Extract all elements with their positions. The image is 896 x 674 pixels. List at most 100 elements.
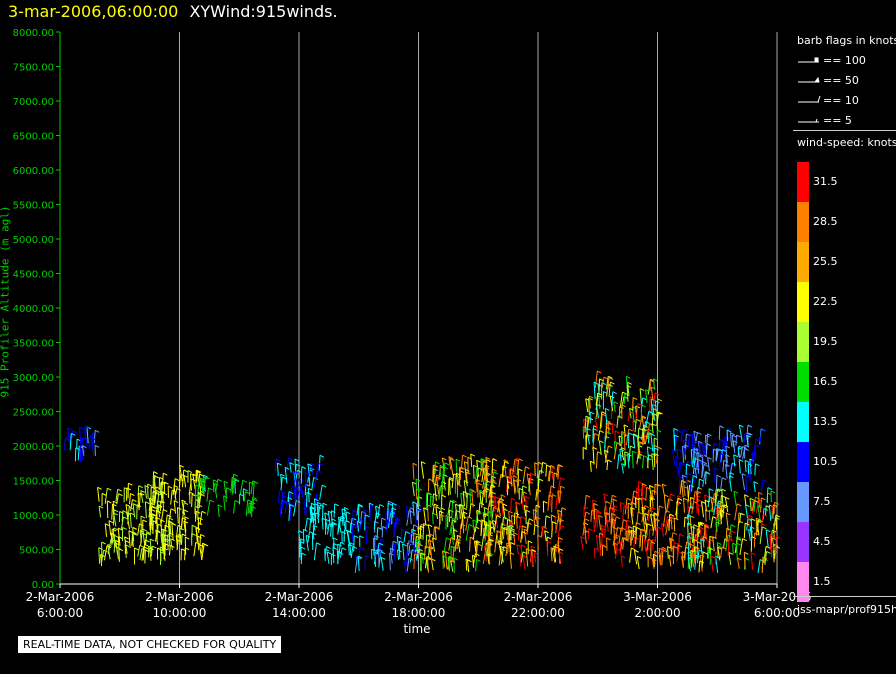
barb-flag [197,504,203,508]
wind-barb [652,378,658,390]
wind-barb [594,416,600,433]
wind-barb [656,411,663,426]
wind-barb [605,375,613,390]
barb-flag [436,474,441,478]
barb-flag [117,527,123,531]
wind-barb [170,538,175,551]
wind-barb [461,454,467,468]
barb-flag [516,478,522,482]
barb-staff [491,520,495,533]
wind-barb [176,507,182,524]
wind-barb [606,537,611,551]
barb-staff [725,446,728,464]
wind-barb [661,549,668,566]
barb-staff [522,466,526,484]
barb-staff [309,507,313,523]
barb-flag [331,518,336,522]
barb-flag [717,545,722,548]
barb-flag [647,523,652,527]
barb-flag [741,473,747,477]
barb-flag [686,463,691,467]
barb-staff [587,528,590,540]
barb-staff [621,463,624,474]
barb-staff [471,490,474,508]
barb-staff [170,490,173,505]
barb-staff [700,501,705,518]
barb-staff [326,551,330,564]
barb-flag [643,455,648,459]
barb-staff [606,459,609,471]
barb-flag [436,476,441,480]
barb-staff [618,435,621,447]
barb-staff [654,484,656,495]
barb-flag [617,541,622,545]
barb-staff [176,525,179,538]
wind-barb [555,540,562,553]
barb-staff [512,479,516,495]
barb-staff [91,438,95,456]
barb-flag [521,530,527,534]
barb-staff [744,460,747,472]
barb-staff [645,487,648,501]
barb-flag [698,549,704,553]
barb-flag [294,458,300,462]
barb-flag [140,515,146,519]
barb-flag [140,492,145,496]
barb-flag [738,458,744,462]
wind-barb [530,545,536,563]
barb-flag [153,471,158,475]
wind-barb [528,477,534,492]
barb-flag [280,473,285,477]
barb-flag [727,427,732,431]
barb-flag [750,518,756,522]
barb-flag [113,527,119,531]
barb-flag [696,490,702,494]
wind-barb [620,431,626,448]
barb-flag [560,477,565,481]
barb-staff [601,377,605,388]
barb-staff [451,500,454,517]
barb-flag [145,501,150,505]
barb-flag [599,532,604,536]
barb-flag [428,533,434,537]
wind-barb [492,471,498,487]
wind-barb [472,553,480,567]
barb-flag [525,496,530,500]
barb-flag [491,478,496,482]
barb-flag [657,446,662,450]
barb-flag [82,445,87,449]
wind-barb [692,448,699,464]
barb-flag [626,385,632,388]
wind-barb [91,437,97,456]
barb-flag [226,487,231,491]
barb-flag [683,497,688,501]
barb-flag [435,506,441,510]
barb-staff [648,507,651,521]
wind-barb [471,490,477,508]
wind-barb [734,503,742,521]
barb-staff [699,526,703,541]
barb-flag [654,392,660,396]
wind-barb [365,525,370,544]
barb-flag [634,549,639,553]
barb-flag [728,551,734,555]
barb-flag [621,463,626,466]
wind-barb [752,499,759,511]
barb-flag [548,491,554,495]
wind-barb [613,508,618,526]
barb-flag [695,533,700,537]
barb-flag [644,539,649,543]
barb-staff [101,550,105,563]
wind-barb [643,539,649,552]
barb-flag [623,505,629,509]
wind-barb [594,547,599,559]
wind-barb [598,378,604,392]
barb-flag [152,545,157,549]
barb-staff [610,505,614,520]
barb-flag [739,424,744,428]
wind-barb [298,530,303,542]
barb-staff [300,553,303,565]
barb-staff [520,551,524,563]
barb-staff [69,433,72,451]
